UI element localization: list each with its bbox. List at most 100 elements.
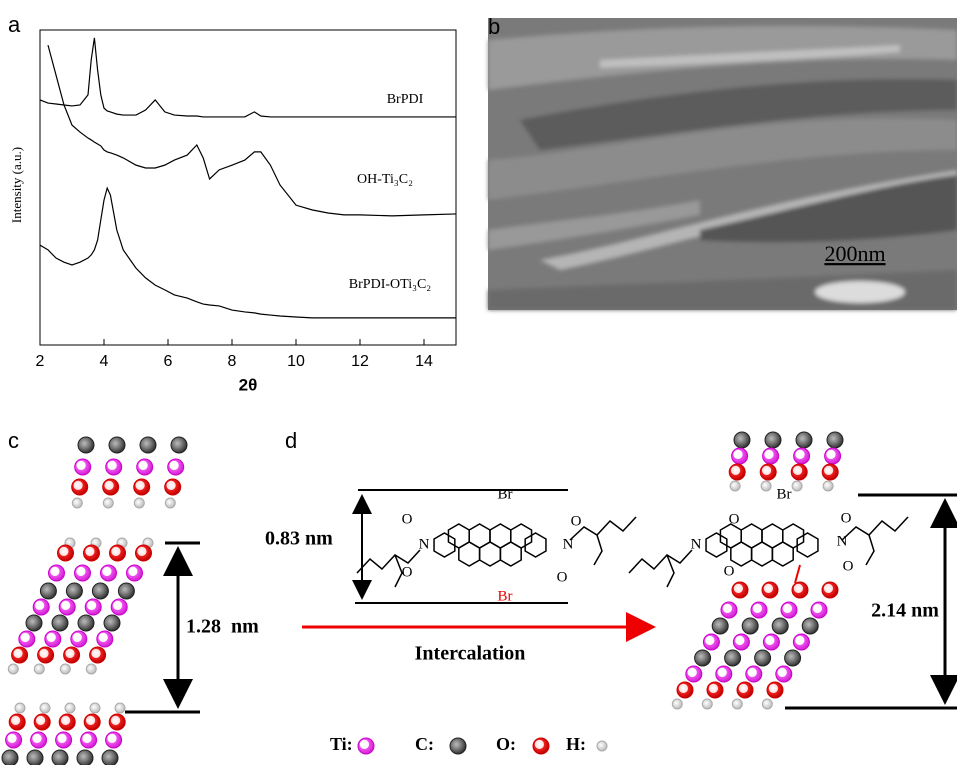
atom: [731, 581, 749, 599]
atom: [731, 447, 749, 465]
atom: [736, 681, 754, 699]
atom: [729, 480, 741, 492]
atom: [108, 436, 126, 454]
alkyl-chain: [841, 516, 909, 541]
atom: [761, 698, 773, 710]
spacing-label: 1.28 nm: [186, 616, 259, 638]
ring: [796, 532, 819, 558]
atom: [39, 702, 51, 714]
atom: [83, 713, 101, 731]
atom: [821, 581, 839, 599]
ring: [705, 532, 728, 558]
atom: [711, 617, 729, 635]
atom: [792, 633, 810, 651]
atom: [766, 681, 784, 699]
atom: [70, 630, 88, 648]
atom-label: O: [402, 564, 413, 580]
atom: [821, 463, 839, 481]
atom: [771, 617, 789, 635]
series-label: BrPDI: [387, 92, 424, 107]
x-tick-label: 8: [228, 353, 237, 370]
atom: [51, 749, 69, 765]
atom: [750, 601, 768, 619]
x-axis-label: 2θ: [239, 375, 258, 394]
atom: [701, 698, 713, 710]
atom: [14, 702, 26, 714]
legend-label: O:: [496, 734, 516, 754]
atom: [18, 630, 36, 648]
atom: [170, 436, 188, 454]
atom: [11, 646, 29, 664]
atom: [84, 598, 102, 616]
legend-atom: [532, 737, 550, 755]
panel-label: a: [8, 12, 21, 37]
alkyl-chain: [628, 549, 693, 574]
atom: [745, 665, 763, 683]
atom: [89, 646, 107, 664]
atom-label: O: [724, 563, 735, 579]
atom: [39, 582, 57, 600]
atom: [706, 681, 724, 699]
atom: [63, 646, 81, 664]
atom: [826, 431, 844, 449]
atom: [760, 480, 772, 492]
atom: [793, 447, 811, 465]
bond: [794, 564, 801, 584]
atom: [26, 749, 44, 765]
atom: [791, 581, 809, 599]
y-axis-label: Intensity (a.u.): [9, 147, 24, 223]
atom: [795, 431, 813, 449]
atom: [759, 463, 777, 481]
atom: [33, 663, 45, 675]
alkyl-chain: [865, 534, 875, 566]
legend-atom: [357, 737, 375, 755]
atom: [102, 497, 114, 509]
atom-label: O: [402, 511, 413, 527]
ring: [458, 541, 481, 567]
spacing-label: 2.14 nm: [871, 600, 939, 622]
atom: [109, 544, 126, 562]
atom: [741, 617, 759, 635]
alkyl-chain: [666, 554, 675, 588]
sem-image: [488, 18, 957, 310]
atom: [100, 564, 117, 582]
atom: [822, 480, 834, 492]
atom: [105, 731, 123, 749]
legend-atom: [596, 740, 608, 752]
atom: [164, 497, 176, 509]
atom: [96, 630, 114, 648]
panel-label: c: [8, 428, 19, 453]
atom: [58, 713, 76, 731]
atom: [136, 458, 154, 476]
atom: [784, 649, 802, 667]
series-line: [47, 44, 457, 217]
atom: [126, 564, 143, 582]
atom: [824, 447, 842, 465]
atom: [702, 633, 720, 651]
alkyl-chain: [394, 554, 403, 588]
spacing-label: 0.83 nm: [265, 528, 333, 550]
atom: [77, 436, 95, 454]
atom: [65, 582, 83, 600]
atom: [790, 463, 808, 481]
atom: [89, 702, 101, 714]
legend-label: C:: [415, 734, 434, 754]
atom: [32, 598, 50, 616]
atom: [764, 431, 782, 449]
x-tick-label: 6: [164, 353, 173, 370]
plot: 2 4 6 8 10 12 14 BrPDI OH-Ti₃C₂ BrPDI-OTi₃C₂: [36, 37, 457, 370]
atom: [64, 702, 76, 714]
atom: [33, 713, 51, 731]
atom: [724, 649, 742, 667]
atom: [754, 649, 772, 667]
atom: [102, 478, 120, 496]
plot-frame: [39, 29, 457, 346]
series-line: [39, 186, 456, 319]
atom-legend: Ti: C: O: H:: [330, 734, 608, 755]
atom: [105, 458, 123, 476]
atom-label: O: [843, 558, 854, 574]
x-tick-label: 10: [287, 353, 305, 370]
x-tick-label: 4: [100, 353, 109, 370]
